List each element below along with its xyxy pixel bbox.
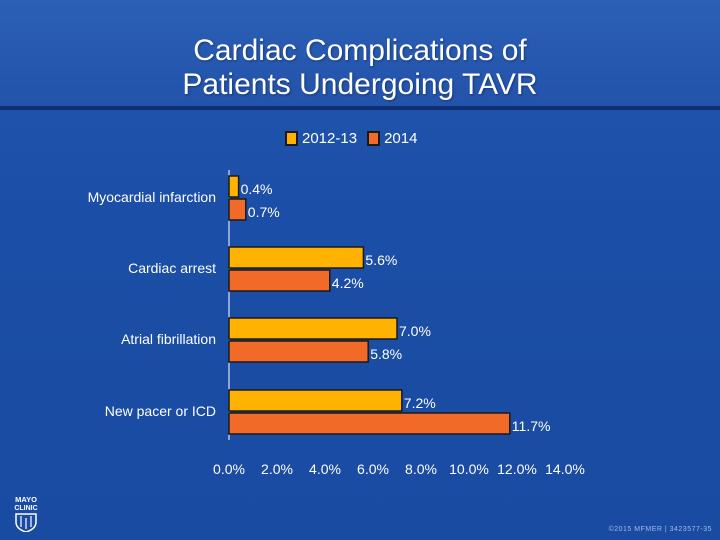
legend-item-2012-13: 2012-13	[285, 130, 357, 147]
data-label: 7.2%	[404, 395, 436, 411]
data-label: 5.6%	[365, 252, 397, 268]
legend-swatch-2014	[367, 130, 381, 146]
copyright-footer: ©2015 MFMER | 3423577-35	[608, 526, 712, 533]
category-label: New pacer or ICD	[105, 403, 216, 419]
x-tick-label: 10.0%	[449, 461, 489, 477]
x-tick-label: 2.0%	[261, 461, 293, 477]
category-label: Myocardial infarction	[88, 189, 216, 205]
data-label: 0.4%	[241, 181, 273, 197]
legend-item-2014: 2014	[367, 130, 417, 147]
bar-2012-13-1	[228, 246, 365, 269]
x-tick-label: 8.0%	[405, 461, 437, 477]
data-label: 4.2%	[332, 275, 364, 291]
bar-2014-2	[228, 340, 369, 363]
data-label: 11.7%	[512, 418, 551, 434]
x-tick-label: 14.0%	[545, 461, 585, 477]
legend-label-2014: 2014	[384, 129, 418, 147]
data-label: 5.8%	[370, 346, 402, 362]
bar-2014-1	[228, 269, 331, 292]
bar-2014-0	[228, 198, 247, 221]
legend-label-2012-13: 2012-13	[302, 129, 358, 147]
data-label: 0.7%	[248, 204, 280, 220]
category-label: Atrial fibrillation	[121, 331, 216, 347]
title-band	[0, 0, 720, 110]
bar-2012-13-3	[228, 389, 403, 412]
bar-2014-3	[228, 412, 511, 435]
x-tick-label: 6.0%	[357, 461, 389, 477]
svg-text:MAYO: MAYO	[15, 495, 37, 504]
title-line-1: Cardiac Complications of	[193, 34, 527, 67]
x-tick-label: 12.0%	[497, 461, 537, 477]
bar-2012-13-0	[228, 175, 240, 198]
chart-legend: 2012-13 2014	[285, 128, 427, 148]
mayo-clinic-logo: MAYO CLINIC	[10, 494, 42, 533]
x-tick-label: 0.0%	[213, 461, 245, 477]
category-label: Cardiac arrest	[128, 260, 216, 276]
legend-swatch-2012-13	[285, 130, 298, 146]
slide-title: Cardiac Complications of Patients Underg…	[60, 34, 660, 102]
bar-2012-13-2	[228, 317, 398, 340]
data-label: 7.0%	[399, 323, 431, 339]
svg-text:CLINIC: CLINIC	[14, 505, 37, 512]
x-tick-label: 4.0%	[309, 461, 341, 477]
title-line-2: Patients Undergoing TAVR	[182, 68, 538, 101]
